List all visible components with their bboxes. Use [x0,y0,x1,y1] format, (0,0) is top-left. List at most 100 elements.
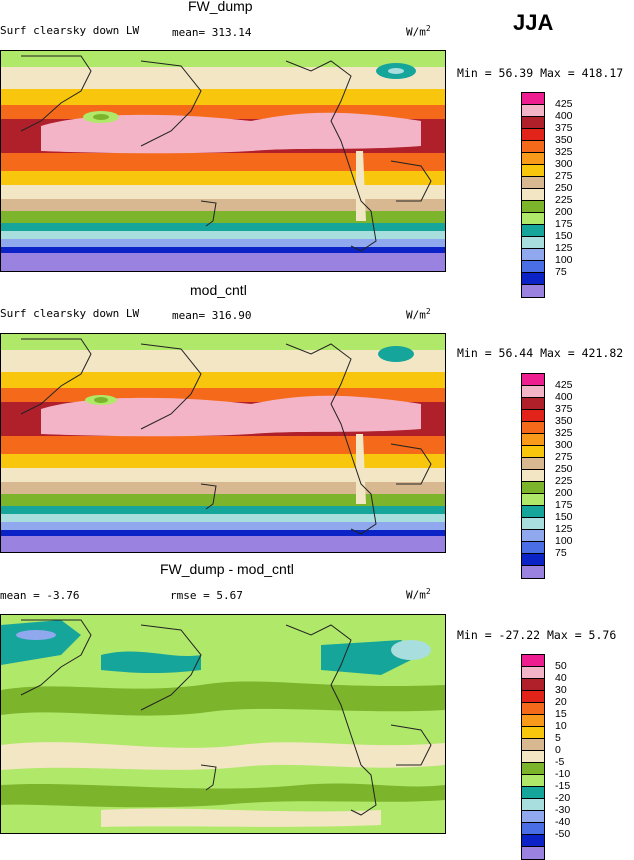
colorbar-swatch [522,165,544,177]
panel-1-colorbar [521,92,545,298]
colorbar-tick: 40 [555,672,567,684]
colorbar-swatch [522,691,544,703]
colorbar-swatch [522,374,544,386]
colorbar-tick: 175 [555,499,573,511]
colorbar-swatch [522,434,544,446]
colorbar-tick: -10 [555,768,571,780]
colorbar-swatch [522,494,544,506]
colorbar-tick: 325 [555,427,573,439]
colorbar-swatch [522,213,544,225]
colorbar-tick: 150 [555,511,573,523]
colorbar-swatch [522,177,544,189]
colorbar-swatch [522,703,544,715]
colorbar-swatch [522,446,544,458]
colorbar-swatch [522,458,544,470]
colorbar-tick: 375 [555,403,573,415]
colorbar-swatch [522,655,544,667]
colorbar-swatch [522,470,544,482]
season-label: JJA [513,10,554,35]
colorbar-swatch [522,542,544,554]
colorbar-swatch [522,93,544,105]
colorbar-swatch [522,422,544,434]
colorbar-swatch [522,153,544,165]
colorbar-swatch [522,518,544,530]
colorbar-tick: 100 [555,535,573,547]
panel-1-field-bands [1,51,445,271]
colorbar-swatch [522,506,544,518]
colorbar-swatch [522,129,544,141]
panel-3-rmse-label: rmse = 5.67 [170,589,243,602]
colorbar-swatch [522,835,544,847]
colorbar-tick: 250 [555,182,573,194]
colorbar-swatch [522,482,544,494]
colorbar-swatch [522,739,544,751]
colorbar-swatch [522,667,544,679]
colorbar-tick: 300 [555,439,573,451]
colorbar-tick: 150 [555,230,573,242]
colorbar-tick: 225 [555,194,573,206]
colorbar-tick: 200 [555,206,573,218]
colorbar-tick: 75 [555,266,567,278]
colorbar-tick: 225 [555,475,573,487]
colorbar-swatch [522,715,544,727]
colorbar-tick: 10 [555,720,567,732]
panel-3-mean-label: mean = -3.76 [0,589,80,602]
panel-2-mean-label: mean= 316.90 [172,309,252,322]
colorbar-swatch [522,105,544,117]
colorbar-tick: 75 [555,547,567,559]
colorbar-swatch [522,727,544,739]
colorbar-tick: 300 [555,158,573,170]
colorbar-tick: -50 [555,828,571,840]
colorbar-tick: 425 [555,379,573,391]
panel-3-colorbar [521,654,545,860]
panel-3-min-max: Min = -27.22 Max = 5.76 [457,628,617,642]
colorbar-tick: 250 [555,463,573,475]
colorbar-tick: 125 [555,242,573,254]
panel-2-map [0,333,446,553]
colorbar-swatch [522,763,544,775]
colorbar-swatch [522,141,544,153]
colorbar-swatch [522,273,544,285]
colorbar-swatch [522,261,544,273]
colorbar-tick: 200 [555,487,573,499]
colorbar-tick: 350 [555,415,573,427]
panel-3-units: W/m2 [406,587,431,602]
panel-1-units: W/m2 [406,24,431,39]
colorbar-tick: 175 [555,218,573,230]
colorbar-tick: -15 [555,780,571,792]
colorbar-swatch [522,201,544,213]
panel-2-units: W/m2 [406,307,431,322]
colorbar-tick: -5 [555,756,565,768]
colorbar-swatch [522,823,544,835]
colorbar-swatch [522,679,544,691]
colorbar-tick: 5 [555,732,561,744]
colorbar-tick: 15 [555,708,567,720]
colorbar-tick: 50 [555,660,567,672]
panel-2-field-bands [1,334,445,552]
colorbar-tick: 0 [555,744,561,756]
colorbar-tick: 125 [555,523,573,535]
colorbar-tick: 375 [555,122,573,134]
panel-2-title: mod_cntl [190,282,247,298]
colorbar-swatch [522,751,544,763]
panel-1-mean-label: mean= 313.14 [172,26,252,39]
colorbar-tick: 275 [555,170,573,182]
colorbar-swatch [522,799,544,811]
colorbar-swatch [522,225,544,237]
colorbar-swatch [522,775,544,787]
colorbar-swatch [522,530,544,542]
colorbar-swatch [522,237,544,249]
colorbar-swatch [522,117,544,129]
colorbar-tick: -20 [555,792,571,804]
colorbar-swatch [522,410,544,422]
panel-2-min-max: Min = 56.44 Max = 421.82 [457,346,624,360]
colorbar-swatch [522,285,544,297]
panel-2-colorbar [521,373,545,579]
panel-1-field-label: Surf clearsky down LW [0,24,140,37]
panel-1-title: FW_dump [188,0,253,14]
panel-1-map [0,50,446,272]
colorbar-tick: 350 [555,134,573,146]
panel-3-map [0,614,446,834]
colorbar-tick: 30 [555,684,567,696]
colorbar-swatch [522,386,544,398]
